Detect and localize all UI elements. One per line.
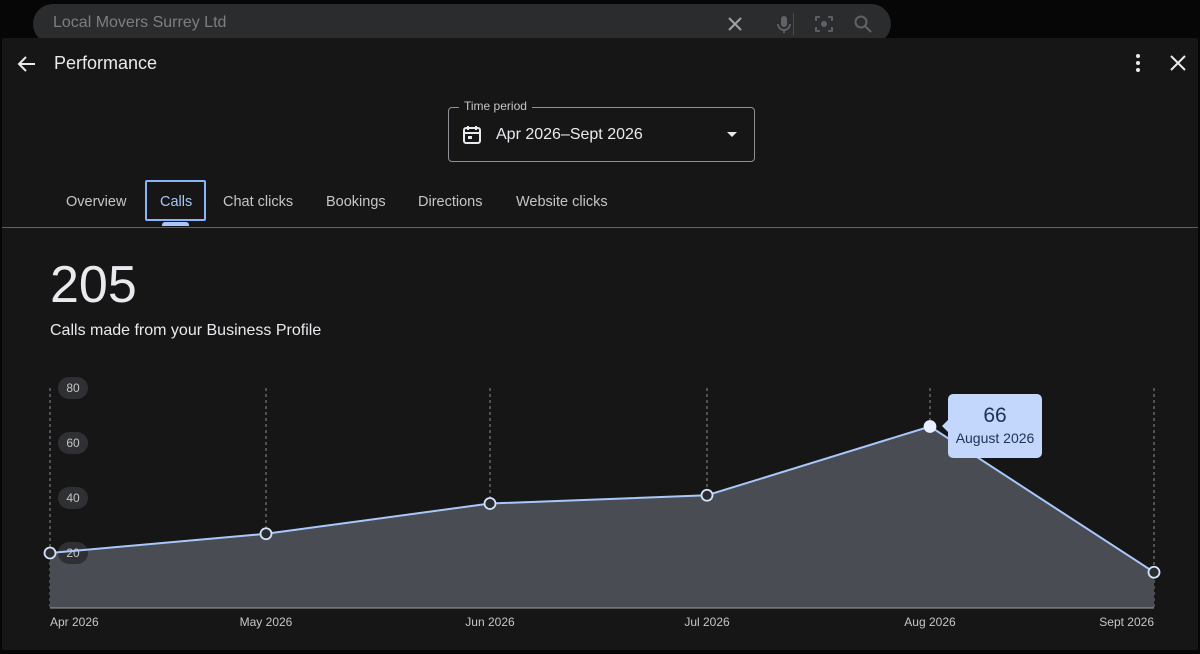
tab-calls[interactable]: Calls	[160, 194, 193, 210]
time-period-label: Time period	[459, 99, 532, 113]
tooltip-value: 66	[983, 404, 1007, 427]
y-tick-label: 60	[66, 436, 80, 450]
y-tick-chip-2	[58, 432, 88, 454]
more-options-icon[interactable]	[1126, 51, 1150, 75]
tab-focus-ring	[145, 180, 206, 221]
data-point-3	[700, 488, 714, 502]
dropdown-arrow-icon[interactable]	[726, 131, 738, 139]
tab-overview[interactable]: Overview	[66, 194, 127, 210]
tabs-divider	[2, 227, 1198, 228]
y-tick-chip-3	[58, 377, 88, 399]
search-input[interactable]: Local Movers Surrey Ltd	[53, 14, 227, 31]
time-period-value: Apr 2026–Sept 2026	[496, 126, 643, 143]
back-arrow-icon[interactable]	[15, 52, 39, 76]
chart-tooltip: 66 August 2026	[948, 394, 1042, 458]
x-tick-label: Aug 2026	[904, 615, 956, 629]
total-calls-value: 205	[50, 256, 137, 314]
data-point-1	[259, 527, 273, 541]
x-tick-label: Jul 2026	[684, 615, 730, 629]
microphone-icon[interactable]	[774, 14, 794, 34]
data-point-2	[483, 497, 497, 510]
tooltip-pointer	[942, 419, 949, 433]
clear-icon[interactable]	[725, 14, 745, 34]
tooltip-label: August 2026	[955, 430, 1035, 446]
data-point-0	[43, 546, 57, 560]
tab-bookings[interactable]: Bookings	[326, 194, 386, 210]
search-divider	[793, 13, 794, 35]
x-tick-label: Apr 2026	[50, 615, 99, 629]
tab-directions[interactable]: Directions	[418, 194, 483, 210]
y-tick-label: 80	[66, 381, 80, 395]
data-point-4	[923, 420, 937, 433]
time-period-select[interactable]	[448, 107, 755, 162]
y-tick-chip-0	[58, 542, 88, 564]
area-fill	[50, 426, 1154, 608]
x-tick-label: Sept 2026	[1099, 615, 1154, 629]
active-tab-indicator	[162, 222, 189, 226]
total-calls-description: Calls made from your Business Profile	[50, 322, 322, 339]
search-icon[interactable]	[853, 14, 873, 34]
y-tick-label: 40	[66, 491, 80, 505]
y-tick-chip-1	[58, 487, 88, 509]
close-icon[interactable]	[1166, 51, 1190, 75]
y-tick-label: 20	[66, 546, 80, 560]
tab-website-clicks[interactable]: Website clicks	[516, 194, 608, 210]
calendar-icon	[463, 126, 481, 144]
tab-chat-clicks[interactable]: Chat clicks	[223, 194, 294, 210]
data-point-5	[1147, 565, 1161, 579]
page-title: Performance	[54, 53, 158, 73]
x-tick-label: Jun 2026	[465, 615, 515, 629]
lens-icon[interactable]	[814, 14, 834, 34]
calls-chart: 20 40 60 80 Apr 2026 May 2026 Jun 2026 Jul 2026…	[43, 377, 1161, 629]
search-bar[interactable]: Local Movers Surrey Ltd	[33, 4, 891, 44]
x-tick-label: May 2026	[240, 615, 293, 629]
